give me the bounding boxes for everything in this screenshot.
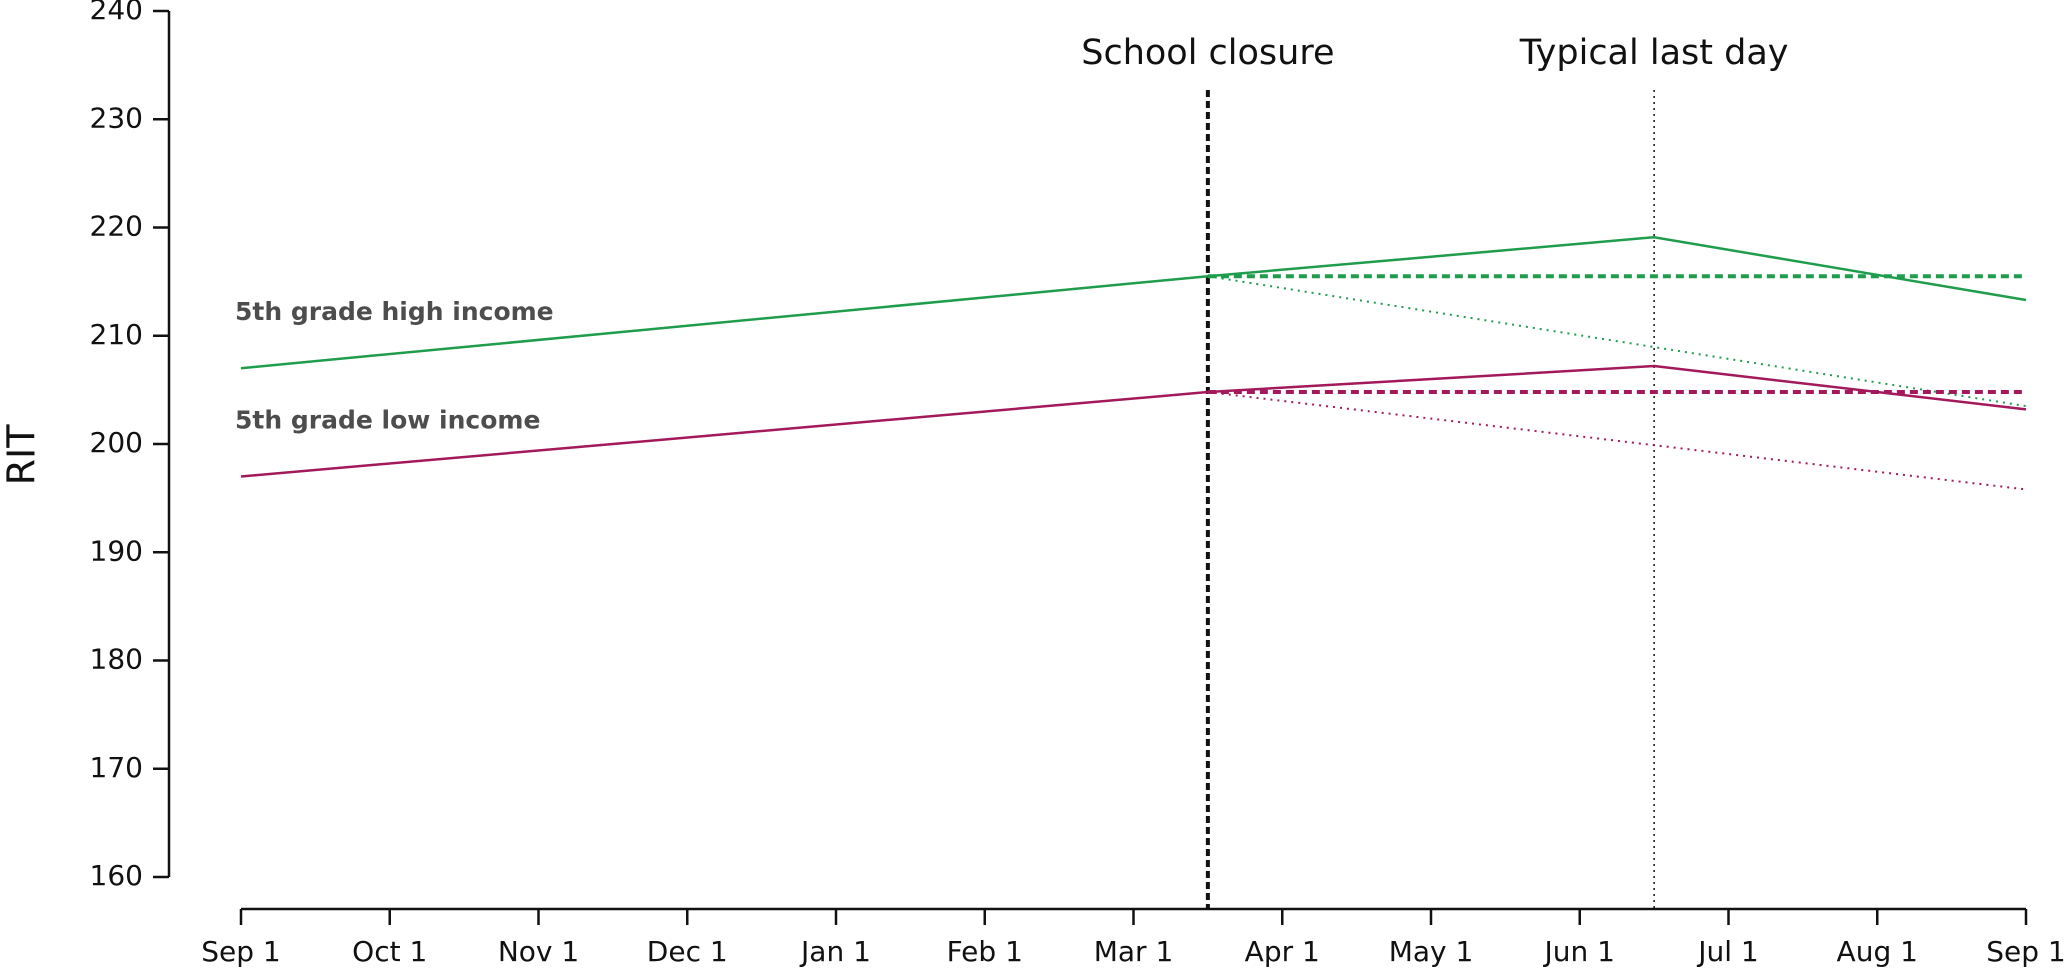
- x-tick-label: Jan 1: [799, 935, 871, 968]
- y-tick-label: 180: [90, 643, 143, 676]
- x-tick-label: Jun 1: [1543, 935, 1615, 968]
- x-tick-label: Nov 1: [498, 935, 579, 968]
- series-label: 5th grade low income: [235, 405, 540, 434]
- y-tick-label: 230: [90, 101, 143, 134]
- x-tick-label: Apr 1: [1245, 935, 1320, 968]
- annotation-label: School closure: [1081, 33, 1334, 73]
- x-tick-label: Sep 1: [201, 935, 281, 968]
- y-tick-label: 200: [90, 426, 143, 459]
- x-tick-label: Oct 1: [352, 935, 427, 968]
- series-line: [1207, 275, 2027, 408]
- y-tick-label: 210: [90, 318, 143, 351]
- x-tick-label: May 1: [1389, 935, 1474, 968]
- series-line: [1207, 391, 2027, 491]
- x-tick-label: Aug 1: [1837, 935, 1918, 968]
- series-label: 5th grade high income: [235, 297, 554, 326]
- x-tick-label: Mar 1: [1094, 935, 1174, 968]
- x-tick-label: Dec 1: [647, 935, 728, 968]
- y-tick-label: 190: [90, 534, 143, 567]
- x-tick-label: Jul 1: [1696, 935, 1759, 968]
- x-tick-label: Sep 1: [1986, 935, 2066, 968]
- x-tick-label: Feb 1: [947, 935, 1023, 968]
- series-line: [240, 235, 2027, 370]
- y-axis-label: RIT: [0, 424, 44, 486]
- series-line: [240, 364, 2027, 478]
- annotation-label: Typical last day: [1519, 33, 1789, 73]
- y-tick-label: 240: [90, 0, 143, 26]
- y-tick-label: 170: [90, 751, 143, 784]
- y-tick-label: 220: [90, 210, 143, 243]
- y-tick-label: 160: [90, 859, 143, 892]
